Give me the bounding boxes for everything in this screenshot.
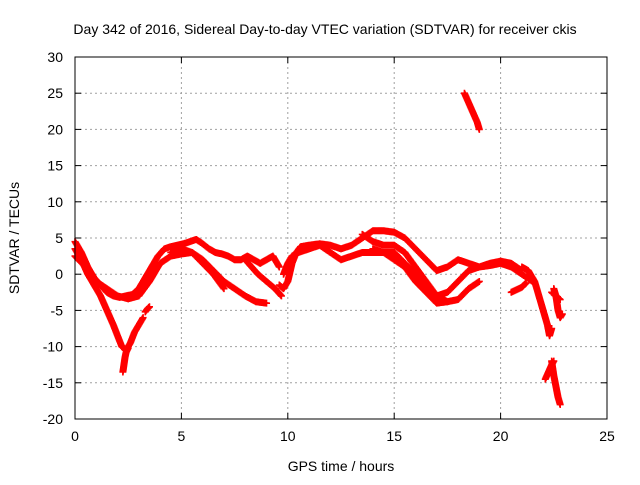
y-tick-label: -20 — [43, 411, 63, 427]
data-point — [145, 303, 153, 311]
data-point — [275, 263, 283, 271]
grid-layer — [75, 57, 607, 419]
series-track-o — [548, 357, 564, 409]
data-point — [139, 314, 147, 322]
data-point — [443, 298, 451, 306]
y-tick-label: 5 — [55, 230, 63, 246]
x-tick-label: 0 — [71, 428, 79, 444]
data-point — [522, 279, 530, 287]
y-tick-label: -5 — [51, 302, 64, 318]
y-tick-label: 10 — [47, 194, 63, 210]
y-tick-label: 20 — [47, 121, 63, 137]
series-track-f — [167, 245, 228, 293]
data-point — [277, 292, 285, 300]
data-point — [220, 285, 228, 293]
x-tick-label: 15 — [386, 428, 402, 444]
series-track-c — [119, 344, 132, 376]
x-tick-label: 10 — [280, 428, 296, 444]
y-tick-label: 30 — [47, 49, 63, 65]
y-tick-label: -15 — [43, 375, 63, 391]
chart-title: Day 342 of 2016, Sidereal Day-to-day VTE… — [73, 21, 576, 37]
data-point — [124, 344, 132, 352]
series-track-g — [241, 256, 285, 300]
data-point — [548, 325, 556, 332]
data-point — [475, 277, 483, 285]
data-point — [263, 299, 271, 307]
series-track-m — [518, 263, 556, 340]
series-track-l — [460, 89, 483, 133]
data-point — [475, 125, 483, 133]
tick-layer: 0 5 10 15 20 25 -20 -15 -10 -5 0 5 10 15 20 25 30 — [43, 49, 615, 444]
x-axis-label: GPS time / hours — [288, 458, 395, 474]
series-track-q — [548, 288, 564, 304]
data-point — [556, 401, 564, 409]
data-point — [558, 310, 566, 318]
y-tick-label: 25 — [47, 85, 63, 101]
y-tick-label: 15 — [47, 158, 63, 174]
x-tick-label: 25 — [599, 428, 615, 444]
series-track-k — [369, 245, 451, 307]
y-tick-label: -10 — [43, 339, 63, 355]
y-tick-label: 0 — [55, 266, 63, 282]
x-tick-label: 20 — [493, 428, 509, 444]
series-track-r — [507, 279, 530, 296]
data-point — [556, 296, 564, 304]
series-track-d — [141, 303, 153, 316]
x-tick-label: 5 — [178, 428, 186, 444]
y-axis-label: SDTVAR / TECUs — [6, 182, 22, 294]
data-layer — [71, 89, 566, 409]
